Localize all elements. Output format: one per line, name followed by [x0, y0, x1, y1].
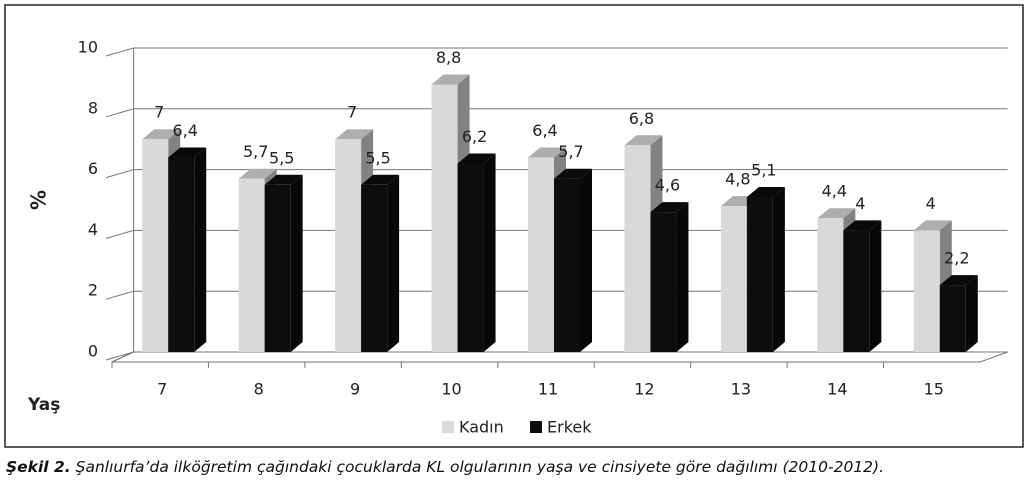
legend-label: Erkek: [547, 418, 592, 437]
bar-top: [554, 168, 592, 179]
y-axis-front: [111, 351, 134, 363]
bar-top: [264, 174, 303, 185]
legend-swatch: [530, 421, 542, 433]
bar-side: [580, 168, 592, 352]
y-tick-label: 2: [88, 281, 98, 300]
data-label: 5,7: [243, 142, 268, 161]
y-axis-label: %: [27, 190, 51, 210]
data-label: 4,8: [725, 170, 750, 189]
bar-top: [361, 174, 400, 185]
data-label: 4,4: [822, 182, 847, 201]
y-tick-label: 8: [88, 98, 98, 117]
y-tick-label: 6: [88, 159, 98, 178]
bar-top: [913, 220, 952, 231]
bar: [335, 139, 362, 352]
bar-top: [142, 129, 181, 140]
data-label: 5,5: [365, 148, 390, 167]
bar-top: [431, 74, 470, 85]
bar-top: [650, 202, 689, 213]
x-tick-label: 11: [538, 380, 558, 399]
tick-mark: [105, 108, 134, 118]
bar-top: [817, 208, 856, 219]
bar: [939, 285, 966, 352]
legend-label: Kadın: [459, 418, 504, 437]
bar-top: [746, 186, 785, 197]
tick-mark: [105, 169, 134, 179]
x-tick-label: 10: [441, 380, 461, 399]
data-label: 7: [154, 103, 164, 122]
bar-side: [194, 147, 207, 352]
data-label: 4: [926, 194, 936, 213]
bar-side: [387, 174, 400, 352]
bar-top: [939, 275, 978, 286]
bar-side: [483, 153, 496, 352]
x-tick-label: 9: [350, 380, 360, 399]
x-tick-label: 13: [731, 380, 751, 399]
data-label: 7: [347, 103, 357, 122]
data-label: 8,8: [436, 48, 461, 67]
bar: [843, 230, 870, 352]
chart-frame: [4, 4, 1024, 448]
data-label: 6,4: [172, 121, 197, 140]
bar: [431, 84, 458, 352]
y-tick-label: 0: [88, 342, 98, 361]
x-axis-label: Yaş: [27, 395, 60, 415]
bar: [168, 157, 195, 352]
x-tick-label: 15: [924, 380, 944, 399]
tick-mark: [105, 351, 134, 361]
bar: [650, 212, 677, 352]
bar: [817, 218, 844, 352]
caption: Şekil 2. Şanlıurfa’da ilköğretim çağında…: [6, 458, 884, 476]
bar: [528, 157, 554, 352]
legend-swatch: [442, 421, 454, 433]
bar: [913, 230, 940, 352]
bar-side: [772, 186, 785, 352]
x-tick-label: 12: [634, 380, 654, 399]
y-tick-label: 10: [78, 38, 98, 57]
bar: [624, 145, 651, 352]
bar: [746, 196, 773, 352]
data-label: 6,8: [629, 109, 654, 128]
tick-mark: [105, 47, 134, 57]
data-label: 5,1: [751, 160, 776, 179]
floor: [111, 351, 1008, 363]
data-label: 4: [855, 194, 865, 213]
bar-side: [290, 174, 303, 352]
bar-top: [238, 168, 277, 179]
data-label: 5,5: [269, 148, 294, 167]
bar-top: [457, 153, 496, 164]
y-tick-label: 4: [88, 220, 98, 239]
bar: [142, 139, 169, 352]
bar-top: [335, 129, 374, 140]
data-label: 6,4: [532, 121, 557, 140]
bar: [361, 184, 388, 352]
x-tick-label: 8: [254, 380, 264, 399]
data-label: 5,7: [558, 142, 583, 161]
x-tick-label: 14: [827, 380, 847, 399]
data-label: 2,2: [944, 249, 969, 268]
bar: [554, 178, 580, 352]
bar: [264, 184, 291, 352]
caption-text: Şanlıurfa’da ilköğretim çağındaki çocukl…: [75, 458, 885, 476]
bar-top: [168, 147, 207, 158]
bar-side: [676, 202, 689, 352]
bar: [238, 178, 265, 352]
bar-side: [869, 220, 882, 352]
tick-mark: [105, 290, 134, 300]
bar-top: [528, 147, 566, 158]
x-tick-label: 7: [157, 380, 167, 399]
data-label: 6,2: [462, 127, 487, 146]
caption-label: Şekil 2.: [6, 458, 71, 476]
bar-top: [624, 135, 663, 146]
bar-side: [965, 275, 978, 352]
bar: [720, 206, 747, 352]
bar-top: [843, 220, 882, 231]
bar: [457, 163, 484, 352]
data-label: 4,6: [655, 176, 680, 195]
tick-mark: [105, 229, 134, 239]
